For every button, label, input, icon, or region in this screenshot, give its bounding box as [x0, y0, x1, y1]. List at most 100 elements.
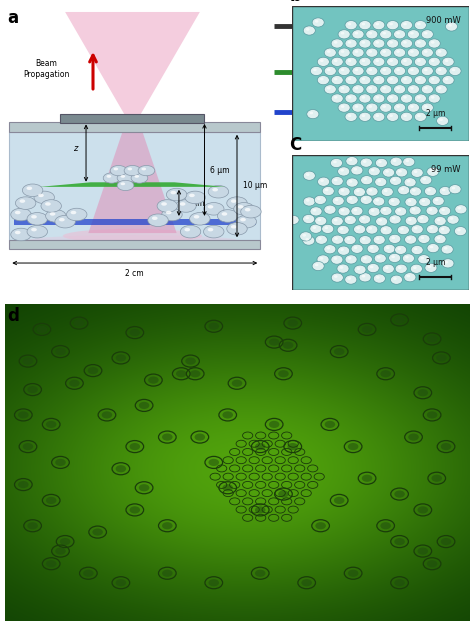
- Ellipse shape: [29, 218, 47, 221]
- Circle shape: [185, 357, 196, 365]
- Circle shape: [347, 218, 351, 220]
- Circle shape: [431, 60, 435, 62]
- Circle shape: [380, 226, 392, 235]
- Circle shape: [315, 522, 326, 529]
- Circle shape: [417, 78, 421, 80]
- Circle shape: [445, 261, 448, 263]
- Circle shape: [162, 208, 182, 221]
- Circle shape: [410, 68, 414, 71]
- Circle shape: [414, 76, 427, 85]
- Circle shape: [348, 96, 351, 98]
- Text: Plane of
untrapped beads: Plane of untrapped beads: [335, 105, 396, 119]
- Circle shape: [396, 50, 400, 53]
- Circle shape: [418, 506, 428, 514]
- Circle shape: [403, 114, 407, 117]
- Circle shape: [427, 167, 439, 176]
- Circle shape: [419, 217, 423, 219]
- Circle shape: [389, 60, 393, 62]
- Circle shape: [340, 228, 344, 230]
- Circle shape: [401, 57, 412, 66]
- Text: Plane of Confined
Cluster: Plane of Confined Cluster: [335, 65, 398, 79]
- Circle shape: [412, 189, 416, 192]
- Circle shape: [380, 370, 391, 377]
- Circle shape: [389, 23, 393, 25]
- Circle shape: [414, 112, 427, 122]
- Circle shape: [420, 176, 432, 185]
- Circle shape: [189, 194, 195, 197]
- Circle shape: [389, 114, 393, 117]
- Ellipse shape: [105, 178, 120, 181]
- Bar: [61, 114, 204, 124]
- Circle shape: [368, 105, 372, 108]
- Circle shape: [354, 209, 357, 211]
- Circle shape: [34, 191, 55, 204]
- Ellipse shape: [164, 214, 182, 218]
- Ellipse shape: [119, 178, 134, 181]
- Text: Plane of Laser
Focus (z = 0): Plane of Laser Focus (z = 0): [335, 19, 385, 33]
- Circle shape: [287, 215, 299, 224]
- Circle shape: [411, 245, 423, 255]
- Circle shape: [310, 66, 322, 76]
- Circle shape: [442, 189, 446, 191]
- Circle shape: [387, 21, 399, 29]
- Circle shape: [394, 316, 405, 324]
- Circle shape: [194, 215, 200, 219]
- Circle shape: [424, 105, 428, 108]
- Circle shape: [337, 167, 350, 176]
- Circle shape: [362, 275, 365, 278]
- Circle shape: [325, 189, 328, 191]
- Circle shape: [410, 264, 422, 273]
- Circle shape: [103, 173, 120, 183]
- Circle shape: [355, 105, 358, 108]
- Circle shape: [383, 105, 386, 108]
- Circle shape: [429, 169, 433, 172]
- Circle shape: [351, 206, 363, 216]
- Circle shape: [362, 60, 365, 62]
- Circle shape: [334, 179, 337, 181]
- Ellipse shape: [57, 221, 75, 224]
- Circle shape: [393, 103, 406, 112]
- Circle shape: [124, 166, 141, 176]
- Circle shape: [338, 103, 350, 112]
- Ellipse shape: [126, 171, 141, 173]
- Circle shape: [208, 205, 213, 209]
- Circle shape: [374, 254, 386, 263]
- Circle shape: [337, 264, 349, 273]
- Circle shape: [341, 68, 345, 71]
- Circle shape: [354, 246, 357, 249]
- Circle shape: [435, 199, 438, 201]
- Circle shape: [384, 189, 388, 192]
- Circle shape: [366, 66, 378, 76]
- Circle shape: [407, 180, 410, 182]
- Circle shape: [141, 167, 146, 171]
- Circle shape: [394, 579, 405, 586]
- Circle shape: [439, 186, 451, 196]
- Polygon shape: [65, 12, 200, 119]
- Circle shape: [387, 112, 399, 122]
- Circle shape: [387, 94, 399, 103]
- Text: 2 µm: 2 µm: [426, 109, 445, 118]
- Ellipse shape: [13, 214, 31, 218]
- Circle shape: [437, 236, 440, 240]
- Circle shape: [320, 78, 324, 80]
- Circle shape: [446, 22, 457, 31]
- Circle shape: [36, 326, 47, 333]
- Circle shape: [405, 216, 417, 225]
- Circle shape: [403, 157, 415, 167]
- Ellipse shape: [112, 171, 127, 173]
- Circle shape: [383, 228, 386, 231]
- Circle shape: [392, 178, 396, 181]
- Circle shape: [337, 246, 350, 255]
- Circle shape: [353, 187, 365, 197]
- Circle shape: [412, 208, 415, 211]
- Circle shape: [376, 238, 380, 240]
- Circle shape: [241, 206, 261, 218]
- Circle shape: [395, 207, 407, 216]
- Circle shape: [403, 96, 407, 98]
- Circle shape: [374, 274, 385, 283]
- Circle shape: [278, 490, 289, 498]
- Circle shape: [255, 569, 265, 577]
- Circle shape: [431, 41, 435, 44]
- Circle shape: [345, 255, 357, 264]
- Circle shape: [432, 196, 444, 206]
